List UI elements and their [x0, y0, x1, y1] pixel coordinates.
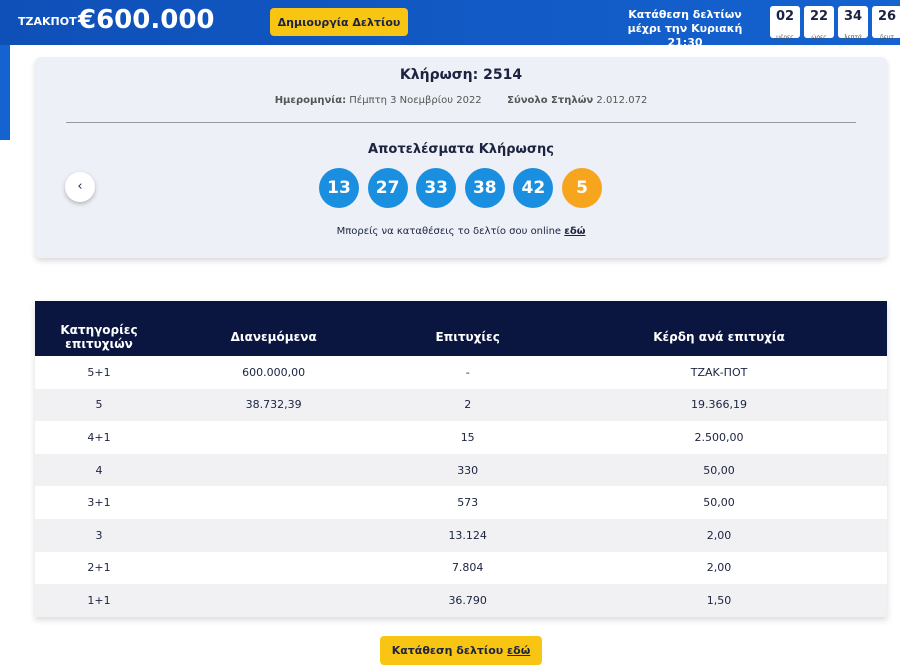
- table-cell: 19.366,19: [551, 388, 887, 422]
- online-text: Μπορείς να καταθέσεις το δελτίο σου onli…: [336, 226, 562, 237]
- number-ball: 13: [319, 168, 359, 208]
- draw-card: [35, 57, 887, 258]
- columns: 2.012.072: [596, 95, 648, 106]
- table-cell: 15: [460, 430, 475, 444]
- table-cell: 330: [384, 453, 552, 487]
- number-ball: 42: [513, 168, 554, 208]
- columns-label: Σύνολο Στηλών: [507, 95, 594, 106]
- online-text: Μπορείς να καταθέσεις το δελτίο σου onli…: [35, 226, 887, 237]
- submit-button[interactable]: Κατάθεση δελτίου εδώ: [380, 636, 542, 665]
- date: Πέμπτη 3 Νοεμβρίου 2022: [349, 95, 482, 106]
- table-row: 1+1 36.790 1,50: [35, 584, 887, 617]
- table-cell: [163, 584, 385, 617]
- deadline-line: Κατάθεση δελτίων: [628, 8, 742, 21]
- table-row: 3+1 573 50,00: [35, 486, 887, 519]
- table-cell: 2: [384, 388, 552, 422]
- divider: [66, 122, 856, 123]
- table-cell: [163, 486, 384, 519]
- column-header: Επιτυχίες: [384, 301, 552, 356]
- table-cell: 3+1: [87, 496, 111, 510]
- create-button[interactable]: Δημιουργία Δελτίου: [270, 8, 408, 36]
- countdown-unit: δευτ: [880, 34, 894, 41]
- table-cell: 3: [35, 518, 163, 552]
- column-header: Διανεμόμενα: [163, 301, 385, 356]
- top-bar: [0, 0, 900, 45]
- results-table: Κατηγορίες επιτυχιών Διανεμόμενα Επιτυχίες…: [35, 301, 887, 617]
- button-link: εδώ: [507, 644, 531, 657]
- table-cell: 1,50: [551, 584, 887, 617]
- countdown-box: 34 λεπτά: [838, 6, 868, 41]
- prev-button[interactable]: ‹: [65, 172, 95, 202]
- countdown-value: 26: [877, 9, 897, 24]
- results-title: Αποτελέσματα Κλήρωσης: [368, 142, 554, 157]
- number-ball: 27: [367, 168, 408, 208]
- column-header: Κέρδη ανά επιτυχία: [551, 301, 887, 356]
- table-cell: 5: [35, 388, 163, 422]
- side-stripe: [0, 45, 10, 140]
- countdown-box: 22 ώρες: [804, 6, 834, 41]
- table-row: 4 330 50,00: [35, 453, 887, 487]
- countdown-unit: ώρες: [811, 34, 827, 41]
- table-row: 5+1 600.000,00 - ΤΖΑΚ-ΠΟΤ: [35, 356, 887, 389]
- table-cell: 38.732,39: [163, 388, 385, 422]
- table-row: 3 13.124 2,00: [35, 518, 887, 552]
- table-cell: [163, 421, 384, 454]
- countdown-value: 02: [775, 9, 795, 24]
- table-cell: 4+1: [87, 430, 111, 444]
- date-label: Ημερομηνία:: [274, 95, 347, 106]
- table-cell: 1+1: [35, 584, 163, 617]
- jackpot-amount: €600.000: [78, 5, 215, 35]
- countdown-value: 22: [809, 9, 829, 24]
- number-ball: 33: [416, 168, 457, 208]
- online-link[interactable]: εδώ: [564, 226, 586, 237]
- table-cell: 2.500,00: [694, 430, 744, 444]
- countdown-value: 34: [843, 9, 863, 24]
- table-cell: [163, 453, 385, 487]
- table-row: 4+1 15 2.500,00: [35, 421, 887, 454]
- draw-title: Κλήρωση: 2514: [399, 67, 523, 83]
- countdown-unit: λεπτά: [844, 34, 862, 41]
- table-cell: 5+1: [87, 365, 111, 379]
- countdown-unit: μέρες: [776, 34, 794, 41]
- table-cell: ΤΖΑΚ-ΠΟΤ: [690, 365, 748, 379]
- table-cell: 4: [35, 453, 163, 487]
- deadline: Κατάθεση δελτίων μέχρι την Κυριακή 21:30: [610, 8, 760, 50]
- countdown-box: 26 δευτ: [872, 6, 900, 41]
- table-cell: 13.124: [384, 518, 552, 552]
- number-ball: 38: [464, 168, 505, 208]
- table-cell: 573: [457, 496, 479, 510]
- table-cell: 50,00: [703, 496, 735, 510]
- table-cell: 2+1: [87, 561, 111, 575]
- table-cell: [163, 518, 385, 552]
- table-cell: 36.790: [384, 584, 552, 617]
- column-header: Κατηγορίες επιτυχιών: [35, 301, 163, 356]
- table-cell: 7.804: [451, 561, 484, 575]
- table-row: 5 38.732,39 2 19.366,19: [35, 388, 887, 422]
- deadline-line: μέχρι την Κυριακή 21:30: [627, 22, 743, 49]
- jackpot-label: ΤΖΑΚΠΟΤ: [18, 15, 77, 28]
- table-cell: 2,00: [706, 561, 732, 575]
- table-cell: 50,00: [551, 453, 887, 487]
- table-row: 2+1 7.804 2,00: [35, 552, 887, 585]
- table-cell: -: [465, 365, 470, 379]
- table-cell: 2,00: [551, 518, 887, 552]
- table-cell: 600.000,00: [242, 365, 306, 379]
- joker-ball: 5: [562, 168, 602, 208]
- table-cell: [163, 552, 384, 585]
- draw-info: Ημερομηνία: Πέμπτη 3 Νοεμβρίου 2022 Σύνο…: [35, 95, 887, 106]
- button-text: Κατάθεση δελτίου: [391, 644, 504, 657]
- countdown-box: 02 μέρες: [770, 6, 800, 41]
